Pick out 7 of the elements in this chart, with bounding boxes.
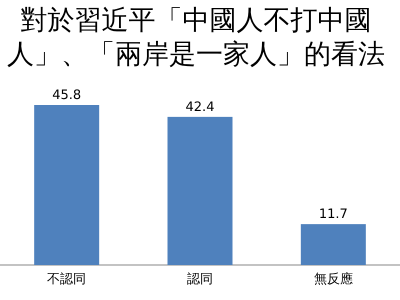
data-label: 42.4: [186, 100, 214, 115]
title: 對於習近平「中國人不打中國人」、「兩岸是一家人」的看法: [6, 4, 386, 72]
x-tick-label: 不認同: [47, 272, 86, 287]
x-tick-label: 認同: [187, 272, 213, 287]
data-label: 11.7: [318, 207, 348, 222]
data-label: 45.8: [52, 88, 82, 103]
x-tick-label: 無反應: [314, 272, 353, 287]
